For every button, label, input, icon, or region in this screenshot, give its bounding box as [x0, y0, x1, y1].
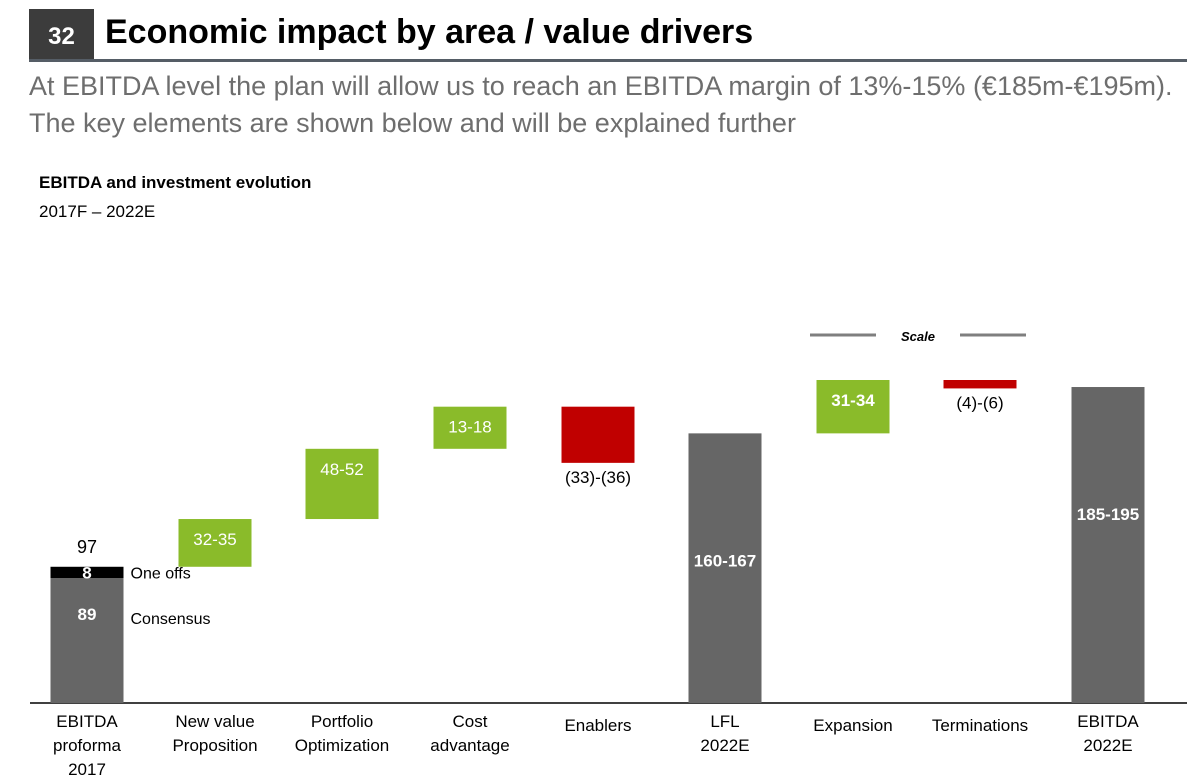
bar — [305, 448, 379, 520]
category-label: New value — [175, 712, 254, 731]
category-label: LFL — [710, 712, 739, 731]
slide-number: 32 — [29, 9, 94, 59]
bar-value-label: 31-34 — [831, 391, 875, 410]
bar — [178, 519, 252, 567]
category-label: Terminations — [932, 716, 1028, 735]
bar-segment — [50, 566, 124, 579]
segment-legend-label: One offs — [131, 565, 191, 582]
category-label: 2022E — [1083, 736, 1132, 755]
bar — [688, 433, 762, 703]
bar — [561, 406, 635, 463]
bar — [1071, 387, 1145, 703]
bar-value-label: 48-52 — [320, 460, 363, 479]
category-label: Portfolio — [311, 712, 373, 731]
bar-value-label: 8 — [82, 563, 91, 582]
category-label: Enablers — [564, 716, 631, 735]
bar — [943, 380, 1017, 389]
chart-title: EBITDA and investment evolution — [39, 173, 312, 192]
bar-value-label: 32-35 — [193, 530, 236, 549]
category-label: Cost — [453, 712, 488, 731]
category-label: 2017 — [68, 760, 106, 779]
segment-legend-label: Consensus — [131, 611, 211, 628]
category-label: Optimization — [295, 736, 389, 755]
total-value-label: 97 — [77, 537, 97, 557]
category-label: advantage — [430, 736, 509, 755]
category-label: 2022E — [700, 736, 749, 755]
category-label: proforma — [53, 736, 122, 755]
bar-segment — [50, 578, 124, 703]
bar-value-label: (33)-(36) — [565, 468, 631, 487]
slide-subtitle: At EBITDA level the plan will allow us t… — [29, 71, 1173, 138]
category-label: Proposition — [172, 736, 257, 755]
bar-value-label: 89 — [78, 605, 97, 624]
category-label: Expansion — [813, 716, 892, 735]
category-label: EBITDA — [1077, 712, 1139, 731]
category-label: EBITDA — [56, 712, 118, 731]
bar-value-label: (4)-(6) — [956, 393, 1003, 412]
bar-value-label: 185-195 — [1077, 505, 1139, 524]
bar — [816, 380, 890, 434]
bar — [433, 406, 507, 449]
title-divider — [29, 59, 1187, 62]
slide-title: Economic impact by area / value drivers — [105, 13, 754, 51]
bar-value-label: 13-18 — [448, 418, 491, 437]
scale-label: Scale — [901, 329, 935, 344]
chart-period: 2017F – 2022E — [39, 202, 156, 221]
bar-value-label: 160-167 — [694, 551, 756, 570]
